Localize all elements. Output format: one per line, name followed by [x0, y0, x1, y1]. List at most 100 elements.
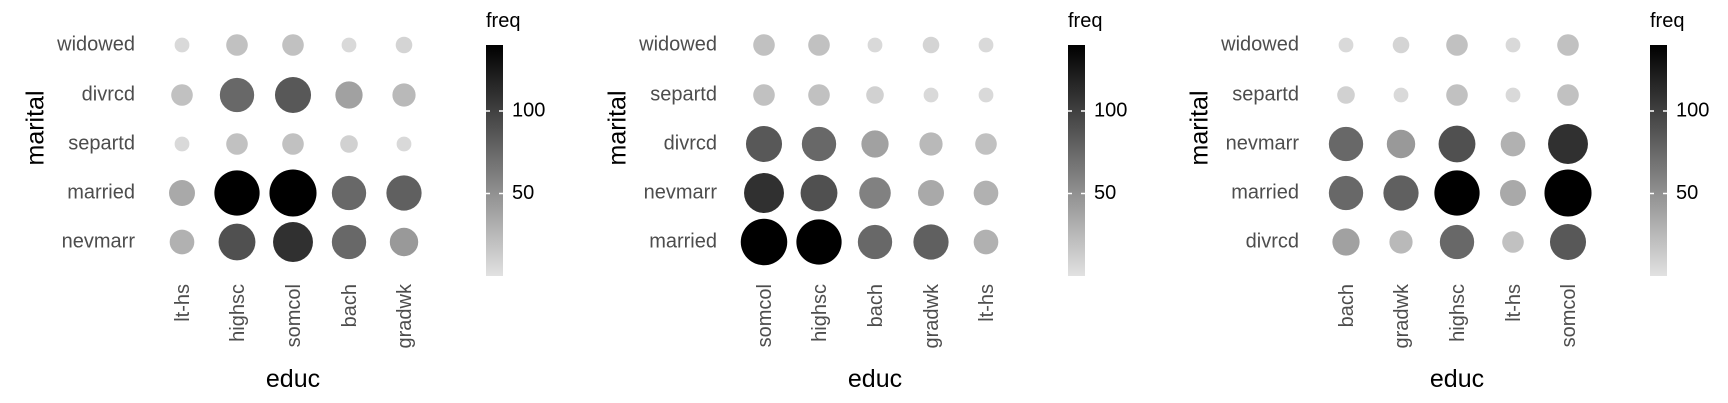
data-point — [169, 229, 195, 255]
data-point — [866, 86, 884, 104]
data-point — [1548, 124, 1588, 164]
y-tick-label: divrcd — [1246, 230, 1299, 252]
legend-title: freq — [1068, 10, 1102, 32]
y-axis-title: marital — [1186, 90, 1214, 165]
chart-panel-2: marital educ freq married nevmarr divrcd se… — [582, 0, 1158, 403]
data-point — [171, 84, 193, 106]
x-tick-label: lt-hs — [1503, 284, 1525, 322]
chart-panel-1: marital educ freq nevmarr married separtd d… — [0, 0, 576, 403]
data-point — [1439, 224, 1475, 260]
data-point — [169, 180, 195, 206]
chart-svg-2: marital educ freq married nevmarr divrcd se… — [604, 10, 1128, 393]
data-point — [1505, 87, 1521, 103]
data-point — [1446, 84, 1468, 106]
y-tick-label: divrcd — [664, 132, 717, 154]
data-point — [1544, 169, 1592, 217]
data-point — [740, 218, 788, 266]
data-point — [389, 227, 419, 257]
x-axis-title: educ — [266, 365, 320, 393]
y-tick-label: married — [1231, 181, 1299, 203]
y-tick-label: widowed — [56, 33, 135, 55]
legend-colorbar — [1650, 45, 1667, 276]
chart-svg-3: marital educ freq divrcd married nevmarr se… — [1186, 10, 1710, 393]
chart-panel-3: marital educ freq divrcd married nevmarr se… — [1164, 0, 1728, 403]
data-point — [1549, 223, 1587, 261]
data-point — [913, 224, 949, 260]
data-point — [861, 130, 889, 158]
data-point — [392, 83, 416, 107]
data-point — [1338, 37, 1354, 53]
data-point — [1502, 231, 1524, 253]
legend-colorbar — [1068, 45, 1085, 276]
data-point — [1500, 131, 1526, 157]
y-tick-label: widowed — [638, 33, 717, 55]
y-tick-label: nevmarr — [62, 230, 136, 252]
data-point — [975, 133, 997, 155]
data-point — [1438, 125, 1476, 163]
data-point — [1557, 84, 1579, 106]
legend-tick-label: 50 — [1676, 182, 1698, 204]
x-tick-label: gradwk — [921, 283, 943, 348]
x-axis-title: educ — [1430, 365, 1484, 393]
data-point — [918, 180, 944, 206]
y-tick-label: married — [67, 181, 135, 203]
data-point — [269, 169, 317, 217]
data-point — [226, 34, 248, 56]
data-point — [801, 126, 837, 162]
x-tick-label: lt-hs — [976, 284, 998, 322]
data-point — [218, 223, 256, 261]
y-axis-title: marital — [604, 90, 632, 165]
data-point — [744, 173, 784, 213]
data-point — [808, 84, 830, 106]
data-point — [1386, 129, 1416, 159]
data-point — [745, 125, 783, 163]
data-point — [174, 37, 190, 53]
data-point — [331, 224, 367, 260]
data-point — [919, 132, 943, 156]
data-point — [1446, 34, 1468, 56]
y-tick-label: nevmarr — [1226, 132, 1300, 154]
legend-tick-label: 100 — [512, 99, 545, 121]
legend-tick-label: 100 — [1676, 99, 1709, 121]
data-point — [1332, 228, 1360, 256]
data-point — [214, 170, 260, 216]
data-point — [1500, 180, 1526, 206]
data-point — [219, 77, 255, 113]
data-point — [274, 76, 312, 114]
data-point — [331, 175, 367, 211]
y-tick-label: widowed — [1220, 33, 1299, 55]
data-point — [335, 81, 363, 109]
data-point — [857, 224, 893, 260]
data-point — [273, 222, 313, 262]
data-point — [1393, 87, 1409, 103]
data-point — [1392, 36, 1410, 54]
y-tick-label: nevmarr — [644, 181, 718, 203]
x-tick-label: bach — [1336, 284, 1358, 327]
data-point — [1557, 34, 1579, 56]
x-tick-label: lt-hs — [172, 284, 194, 322]
data-point — [226, 133, 248, 155]
legend-tick-label: 50 — [512, 182, 534, 204]
y-axis-title: marital — [22, 90, 50, 165]
x-tick-label: highsc — [227, 284, 249, 342]
data-point — [282, 133, 304, 155]
y-tick-label: separtd — [68, 132, 135, 154]
x-tick-label: gradwk — [394, 283, 416, 348]
x-tick-label: gradwk — [1391, 283, 1413, 348]
x-tick-label: highsc — [809, 284, 831, 342]
x-tick-label: somcol — [1558, 284, 1580, 347]
data-point — [859, 177, 891, 209]
legend-tick-label: 50 — [1094, 182, 1116, 204]
x-tick-label: highsc — [1447, 284, 1469, 342]
y-tick-label: separtd — [650, 83, 717, 105]
data-point — [1389, 230, 1413, 254]
x-tick-label: bach — [865, 284, 887, 327]
data-point — [978, 87, 994, 103]
data-point — [922, 36, 940, 54]
data-point — [174, 136, 190, 152]
x-tick-label: bach — [339, 284, 361, 327]
data-point — [867, 37, 883, 53]
data-point — [1383, 175, 1419, 211]
x-tick-label: somcol — [283, 284, 305, 347]
data-point — [1328, 175, 1364, 211]
